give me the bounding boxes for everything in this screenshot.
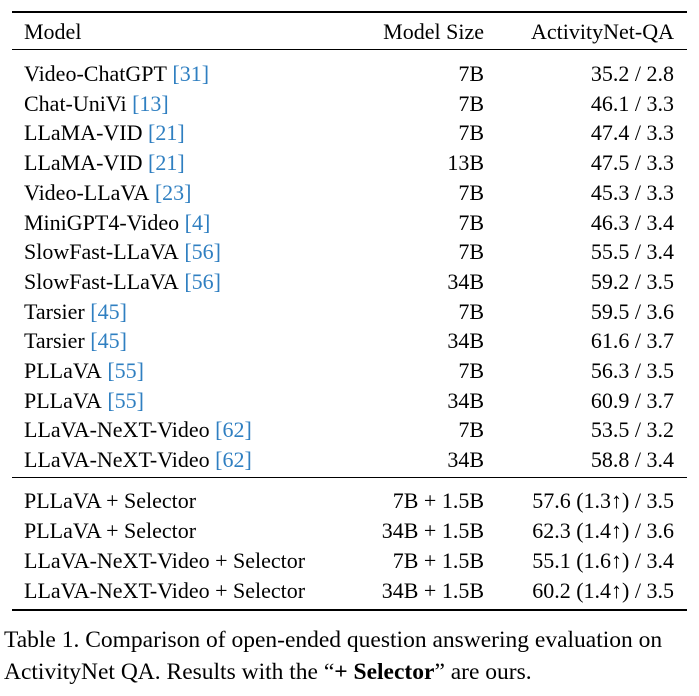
size-cell: 7B: [458, 298, 484, 324]
model-cell: PLLaVA [55]: [24, 358, 144, 384]
citation: [23]: [154, 179, 192, 205]
result-cell: 61.6 / 3.7: [590, 328, 674, 354]
model-cell: LLaVA-NeXT-Video + Selector: [24, 578, 306, 603]
model-cell: SlowFast-LLaVA [56]: [24, 269, 221, 295]
size-cell: 7B: [458, 358, 484, 383]
header-cell: Model Size: [383, 19, 484, 44]
header-rule: [12, 49, 687, 50]
header-cell: Model: [24, 19, 82, 44]
size-cell: 34B: [447, 447, 484, 473]
model-name: Tarsier: [24, 328, 85, 354]
model-name: LLaVA-NeXT-Video: [24, 417, 210, 443]
size-cell: 34B: [447, 328, 484, 354]
size-cell: 7B: [458, 90, 484, 116]
size-cell: 7B: [458, 209, 484, 235]
model-name: SlowFast-LLaVA: [24, 268, 179, 294]
citation: [13]: [132, 90, 169, 116]
size-cell: 7B: [458, 179, 484, 205]
caption-bold: + Selector: [334, 659, 435, 685]
model-name: LLaVA-NeXT-Video: [24, 447, 210, 473]
model-name: SlowFast-LLaVA: [24, 239, 179, 265]
model-cell: Video-LLaVA [23]: [24, 180, 192, 206]
result-cell: 56.3 / 3.5: [590, 358, 674, 383]
top-rule: [12, 11, 687, 13]
model-name: Chat-UniVi: [24, 90, 127, 116]
group-rule: [12, 477, 687, 478]
model-cell: LLaVA-NeXT-Video + Selector: [24, 548, 306, 573]
result-cell: 57.6 (1.3↑) / 3.5: [532, 488, 674, 513]
size-cell: 34B: [447, 268, 484, 294]
result-cell: 58.8 / 3.4: [590, 447, 674, 473]
citation: [55]: [107, 387, 144, 413]
size-cell: 7B: [458, 61, 484, 86]
caption-text: Table 1. Comparison of open-ended questi…: [4, 627, 663, 685]
model-name: LLaMA-VID: [24, 150, 143, 176]
result-cell: 46.3 / 3.4: [590, 209, 674, 235]
model-name: LLaMA-VID: [24, 120, 143, 146]
citation: [45]: [90, 328, 127, 354]
model-cell: PLLaVA [55]: [24, 388, 144, 414]
citation: [56]: [184, 268, 221, 294]
citation: [62]: [215, 447, 252, 473]
result-cell: 59.5 / 3.6: [590, 298, 674, 324]
caption-text: ” are ours.: [434, 659, 532, 685]
header-cell: ActivityNet-QA: [531, 19, 674, 44]
result-cell: 53.5 / 3.2: [590, 417, 674, 443]
model-cell: LLaVA-NeXT-Video [62]: [24, 417, 252, 443]
size-cell: 7B + 1.5B: [392, 488, 484, 513]
size-cell: 7B + 1.5B: [392, 548, 484, 573]
size-cell: 7B: [458, 417, 484, 443]
result-cell: 55.1 (1.6↑) / 3.4: [532, 548, 674, 573]
model-name: Tarsier: [24, 298, 85, 324]
model-cell: SlowFast-LLaVA [56]: [24, 239, 221, 265]
model-name: PLLaVA: [24, 358, 102, 383]
model-cell: PLLaVA + Selector: [24, 488, 197, 513]
result-cell: 60.9 / 3.7: [590, 387, 674, 413]
citation: [21]: [148, 150, 185, 176]
model-name: Video-ChatGPT: [24, 61, 167, 86]
citation: [55]: [107, 358, 144, 383]
caption: Table 1. Comparison of open-ended questi…: [4, 624, 699, 688]
size-cell: 7B: [458, 239, 484, 265]
citation: [45]: [90, 298, 127, 324]
citation: [4]: [184, 209, 211, 235]
model-cell: LLaMA-VID [21]: [24, 120, 185, 146]
result-cell: 55.5 / 3.4: [590, 239, 674, 265]
result-cell: 46.1 / 3.3: [590, 90, 674, 116]
size-cell: 34B + 1.5B: [381, 518, 484, 543]
size-cell: 34B: [447, 387, 484, 413]
citation: [31]: [172, 61, 210, 86]
model-cell: MiniGPT4-Video [4]: [24, 210, 210, 236]
size-cell: 34B + 1.5B: [381, 578, 484, 603]
citation: [56]: [184, 239, 221, 265]
result-cell: 47.4 / 3.3: [590, 120, 674, 146]
size-cell: 7B: [458, 120, 484, 146]
model-cell: Chat-UniVi [13]: [24, 91, 169, 117]
model-name: MiniGPT4-Video: [24, 209, 180, 235]
result-cell: 45.3 / 3.3: [590, 179, 674, 205]
result-cell: 60.2 (1.4↑) / 3.5: [532, 578, 674, 603]
size-cell: 13B: [447, 150, 484, 176]
result-cell: 59.2 / 3.5: [590, 268, 674, 294]
model-name: Video-LLaVA: [24, 179, 150, 205]
model-cell: PLLaVA + Selector: [24, 518, 197, 543]
citation: [62]: [215, 417, 252, 443]
bottom-rule: [12, 609, 687, 611]
model-cell: Tarsier [45]: [24, 328, 127, 354]
model-cell: LLaVA-NeXT-Video [62]: [24, 447, 252, 473]
citation: [21]: [148, 120, 185, 146]
model-cell: Video-ChatGPT [31]: [24, 61, 209, 87]
model-cell: LLaMA-VID [21]: [24, 150, 185, 176]
result-cell: 47.5 / 3.3: [590, 150, 674, 176]
result-cell: 62.3 (1.4↑) / 3.6: [532, 518, 674, 543]
model-name: PLLaVA: [24, 387, 102, 413]
result-cell: 35.2 / 2.8: [590, 61, 674, 86]
model-cell: Tarsier [45]: [24, 299, 127, 325]
